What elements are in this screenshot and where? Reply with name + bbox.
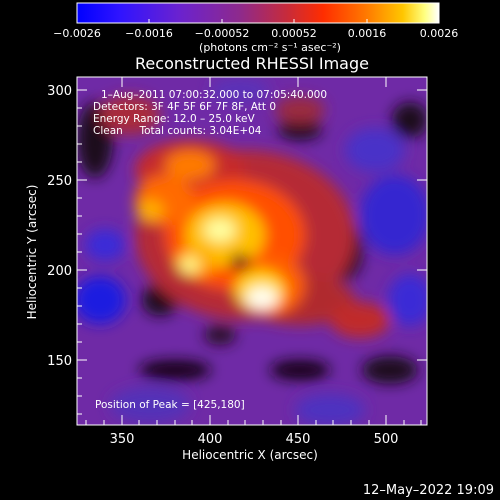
info-time-range: 1–Aug–2011 07:00:32.000 to 07:05:40.000 xyxy=(101,89,327,101)
colorbar: −0.0026 −0.0016 −0.00052 0.00052 0.0016 … xyxy=(53,2,459,54)
x-axis-label: Heliocentric X (arcsec) xyxy=(182,448,318,462)
y-axis-label: Heliocentric Y (arcsec) xyxy=(25,185,39,320)
colorbar-tick-label: −0.0026 xyxy=(53,27,101,40)
colorbar-tick-label: 0.0016 xyxy=(348,27,387,40)
y-tick-label: 300 xyxy=(47,84,72,99)
x-tick-label: 500 xyxy=(374,432,399,447)
footer-timestamp: 12–May–2022 19:09 xyxy=(363,483,494,498)
colorbar-units: (photons cm⁻² s⁻¹ asec⁻²) xyxy=(199,41,341,54)
colorbar-tick-label: −0.00052 xyxy=(195,27,250,40)
x-tick-label: 400 xyxy=(198,432,223,447)
colorbar-gradient xyxy=(76,2,440,24)
x-tick-label: 450 xyxy=(286,432,311,447)
rhessi-image-map xyxy=(77,77,427,425)
plot-frame xyxy=(76,76,428,426)
info-detectors: Detectors: 3F 4F 5F 6F 7F 8F, Att 0 xyxy=(93,101,276,113)
colorbar-tick-label: −0.0016 xyxy=(125,27,173,40)
colorbar-ticks xyxy=(76,19,440,23)
info-energy-range: Energy Range: 12.0 – 25.0 keV xyxy=(93,113,255,125)
x-tick-label: 350 xyxy=(110,432,135,447)
colorbar-tick-label: 0.00052 xyxy=(271,27,317,40)
colorbar-tick-label: 0.0026 xyxy=(420,27,459,40)
y-tick-label: 250 xyxy=(47,174,72,189)
y-tick-label: 150 xyxy=(47,354,72,369)
info-clean-counts: Clean Total counts: 3.04E+04 xyxy=(93,125,262,137)
y-tick-label: 200 xyxy=(47,264,72,279)
peak-position-text: Position of Peak = [425,180] xyxy=(95,399,245,411)
image-title: Reconstructed RHESSI Image xyxy=(135,54,369,73)
